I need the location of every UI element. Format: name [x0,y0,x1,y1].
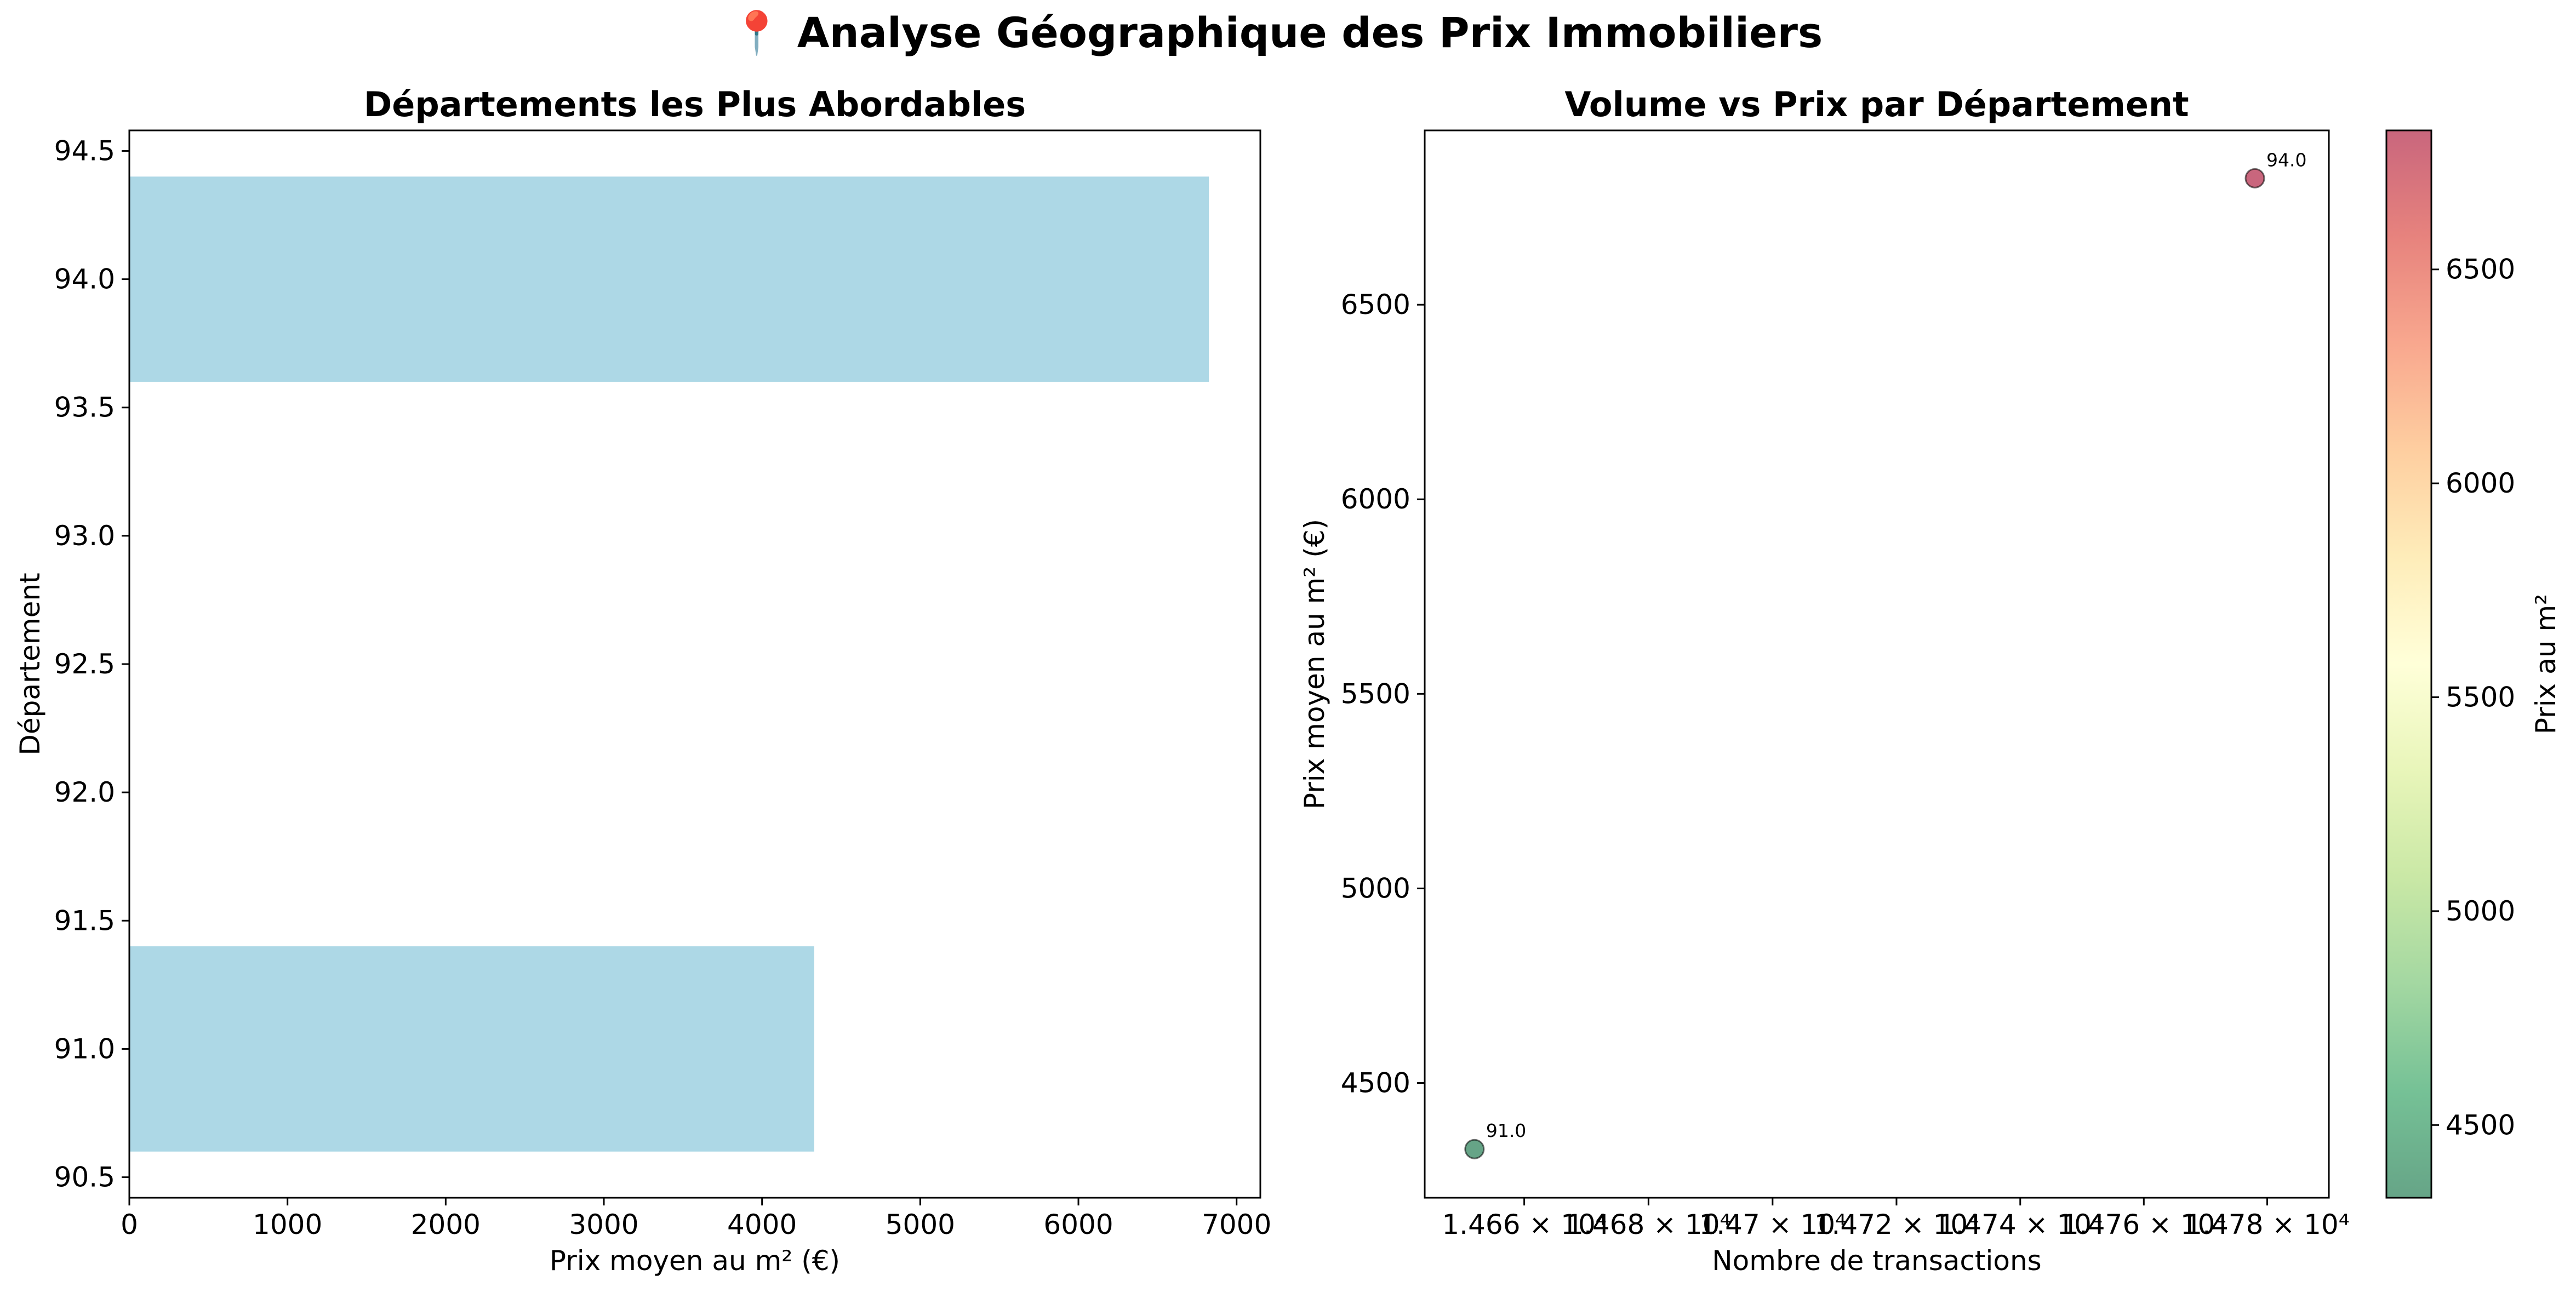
y-tick-label: 91.5 [54,905,115,936]
point-label: 94.0 [2266,149,2306,170]
bar-marks [129,176,1209,1152]
y-tick-label: 4500 [1341,1067,1410,1099]
y-tick-label: 5000 [1341,872,1410,904]
bar-chart-title: Départements les Plus Abordables [364,84,1026,124]
scatter-chart: Volume vs Prix par Département 1.466 × 1… [1299,84,2350,1277]
scatter-chart-title: Volume vs Prix par Département [1564,84,2189,124]
colorbar-tick-label: 5000 [2446,895,2515,927]
y-tick-label: 92.5 [54,648,115,680]
scatter-plot-frame [1424,129,2330,1199]
figure-title: 📍 Analyse Géographique des Prix Immobili… [731,8,1823,57]
bar-plot-frame [128,129,1261,1199]
x-tick-label: 1.47 × 10⁴ [1699,1209,1846,1240]
y-tick-label: 94.5 [54,135,115,167]
x-tick-label: 1.466 × 10⁴ [1442,1209,1607,1240]
x-tick-label: 1000 [253,1209,322,1240]
x-tick-label: 2000 [411,1209,481,1240]
colorbar-tick-label: 5500 [2446,682,2515,713]
scatter-point [1464,1139,1485,1159]
y-tick-label: 93.5 [54,392,115,424]
colorbar-tick-label: 6500 [2446,254,2515,285]
scatter-y-ticks: 4500 5000 5500 6000 6500 [1341,289,1425,1099]
bar-y-axis-label: Département [14,573,46,755]
bar-chart: Départements les Plus Abordables 0 1000 20… [14,84,1271,1277]
scatter-point [2244,168,2265,188]
bar-x-ticks: 0 1000 2000 3000 4000 5000 6000 7000 [121,1198,1271,1240]
bar-y-ticks: 90.5 91.0 91.5 92.0 92.5 93.0 93.5 94.0 94.5 [54,135,129,1193]
scatter-points: 91.0 94.0 [1464,149,2306,1159]
x-tick-label: 1.472 × 10⁴ [1814,1209,1979,1240]
x-tick-label: 1.474 × 10⁴ [1938,1209,2103,1240]
colorbar-tick-label: 6000 [2446,467,2515,499]
colorbar-gradient [2386,130,2431,1198]
x-tick-label: 1.476 × 10⁴ [2061,1209,2226,1240]
y-tick-label: 92.0 [54,776,115,808]
bar [129,946,814,1152]
x-tick-label: 3000 [569,1209,638,1240]
x-tick-label: 1.478 × 10⁴ [2185,1209,2350,1240]
colorbar: 4500 5000 5500 6000 6500 Prix au m² [2385,129,2562,1199]
y-tick-label: 93.0 [54,520,115,552]
scatter-x-axis-label: Nombre de transactions [1712,1245,2041,1277]
point-label: 91.0 [1486,1120,1526,1141]
bar-x-axis-label: Prix moyen au m² (€) [550,1245,840,1277]
colorbar-label: Prix au m² [2530,594,2562,734]
x-tick-label: 5000 [886,1209,955,1240]
y-tick-label: 5500 [1341,678,1410,710]
x-tick-label: 6000 [1043,1209,1113,1240]
x-tick-label: 7000 [1202,1209,1271,1240]
colorbar-ticks: 4500 5000 5500 6000 6500 [2431,254,2515,1141]
x-tick-label: 1.468 × 10⁴ [1566,1209,1731,1240]
x-tick-label: 4000 [727,1209,797,1240]
bar [129,176,1209,382]
colorbar-tick-label: 4500 [2446,1109,2515,1141]
y-tick-label: 6000 [1341,483,1410,515]
scatter-y-axis-label: Prix moyen au m² (€) [1299,519,1330,809]
y-tick-label: 91.0 [54,1033,115,1065]
y-tick-label: 94.0 [54,264,115,295]
y-tick-label: 6500 [1341,289,1410,321]
y-tick-label: 90.5 [54,1162,115,1193]
x-tick-label: 0 [121,1209,138,1240]
colorbar-frame [2385,129,2432,1199]
